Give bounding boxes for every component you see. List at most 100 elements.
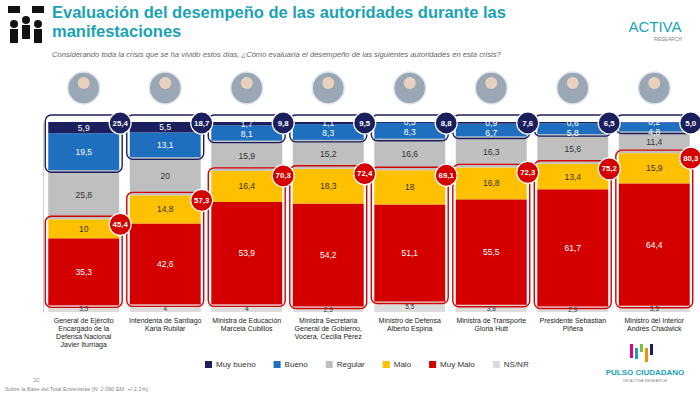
bar-segment — [211, 171, 282, 202]
data-label: 8,1 — [241, 129, 253, 139]
legend-swatch — [429, 361, 436, 368]
data-label: 6,7 — [485, 128, 497, 138]
text-line: Marcela Cubillos — [221, 325, 273, 332]
bar-segment — [293, 169, 364, 204]
category-label: Ministro del InteriorAndrés Chadwick — [625, 317, 685, 332]
total-label: 80,3 — [683, 154, 699, 163]
text-line: Andrés Chadwick — [627, 325, 682, 332]
category-label: Ministro de DefensaAlberto Espina — [379, 317, 441, 333]
total-label: 8,8 — [441, 119, 453, 128]
data-label: 3,8 — [487, 305, 496, 312]
icon-part — [34, 20, 42, 28]
total-label: 9,5 — [359, 119, 371, 128]
data-label: 13,1 — [157, 140, 174, 150]
legend-swatch — [493, 361, 500, 368]
group-box — [371, 167, 448, 303]
legend-swatch — [274, 361, 281, 368]
legend-swatch — [383, 361, 390, 368]
bar-segment — [130, 304, 201, 312]
bar-segment — [211, 141, 282, 171]
text-line: Encargado de la — [58, 325, 109, 333]
title: Evaluación del desempeño de las autorida… — [52, 3, 506, 40]
bar-segment — [374, 170, 445, 204]
data-label: 54,2 — [320, 250, 337, 260]
logo-icon — [630, 344, 653, 362]
photo — [638, 72, 670, 104]
data-label: 4 — [245, 305, 249, 312]
category-label: Ministra de TransporteGloria Hutt — [456, 317, 526, 332]
legend-label: Muy bueno — [216, 360, 256, 369]
subtitle: Considerando toda la crisis que se ha vi… — [52, 50, 501, 59]
data-label: 3,3 — [650, 305, 659, 312]
total-label: 45,4 — [113, 220, 129, 229]
data-label: 0,5 — [404, 117, 416, 127]
data-label: 10 — [79, 224, 89, 234]
logo-part — [650, 344, 653, 355]
data-label: 5,9 — [78, 123, 90, 133]
total-badge — [272, 165, 294, 187]
icon-part — [10, 20, 18, 28]
data-label: 35,3 — [75, 267, 92, 277]
photo — [394, 72, 426, 104]
bar-segment — [537, 164, 608, 189]
data-label: 8,3 — [322, 128, 334, 138]
text-line: Ministro del Interior — [625, 317, 685, 324]
data-label: 42,6 — [157, 259, 174, 269]
icon-part — [34, 29, 42, 43]
bar-segment — [211, 202, 282, 304]
y-axis — [43, 123, 44, 313]
data-labels: 5,919,525,81035,33,55,513,12014,842,641,… — [75, 112, 700, 313]
photo — [68, 72, 100, 104]
bar-segment — [130, 195, 201, 223]
logo-part — [645, 348, 648, 362]
total-label: 6,5 — [604, 119, 616, 128]
photo — [557, 72, 589, 104]
text-line: Ministra de Transporte — [456, 317, 526, 325]
group-box — [616, 150, 693, 308]
text-line: Presidente Sebastian — [540, 317, 607, 324]
data-label: 20 — [160, 171, 170, 181]
total-badge — [191, 189, 213, 211]
total-label: 18,7 — [194, 119, 209, 128]
photo — [149, 72, 181, 104]
data-label: 4,8 — [648, 127, 660, 137]
bar-segment — [456, 199, 527, 304]
bar-segment — [293, 140, 364, 169]
data-label: 14,8 — [157, 204, 174, 214]
category-label: General de EjércitoEncargado de laDefens… — [54, 317, 114, 349]
bar-segment — [130, 122, 201, 132]
total-label: 57,3 — [194, 196, 210, 205]
total-label: 7,6 — [522, 119, 534, 128]
text-line: Ministra Secretaria — [299, 317, 357, 324]
legend-label: NS/NR — [504, 360, 529, 369]
total-badge — [109, 213, 131, 235]
data-label: 16,4 — [238, 181, 255, 191]
bar-segment — [456, 305, 527, 312]
total-badge — [109, 112, 131, 134]
legend-swatch — [326, 361, 333, 368]
data-label: 61,7 — [565, 243, 582, 253]
text-line: Intendenta de Santiago — [129, 317, 202, 325]
bar-segment — [456, 167, 527, 199]
photo-part — [404, 77, 416, 89]
data-label: 0,2 — [648, 117, 660, 127]
data-label: 18,3 — [320, 181, 337, 191]
bar-segment — [293, 204, 364, 307]
group-boxes — [45, 115, 692, 308]
bar-segment — [619, 183, 690, 305]
data-label: 5,5 — [405, 303, 414, 310]
logo-text: DE ACTIVA RESEARCH — [623, 378, 667, 383]
category-label: Ministra SecretariaGeneral de Gobierno,V… — [295, 317, 363, 340]
photo-part — [78, 77, 90, 89]
data-label: 15,2 — [320, 149, 337, 159]
total-badge — [598, 112, 620, 134]
text-line: Javier Iturriaga — [61, 341, 107, 349]
bar-segment — [619, 306, 690, 312]
legend: Muy buenoBuenoRegularMaloMuy MaloNS/NR — [205, 360, 529, 369]
text-line: General de Ejército — [54, 317, 114, 325]
data-label: 51,1 — [401, 248, 418, 258]
bar-segment — [48, 122, 119, 133]
bar-segment — [374, 139, 445, 171]
total-label: 9,8 — [278, 119, 290, 128]
photo-part — [485, 77, 497, 89]
